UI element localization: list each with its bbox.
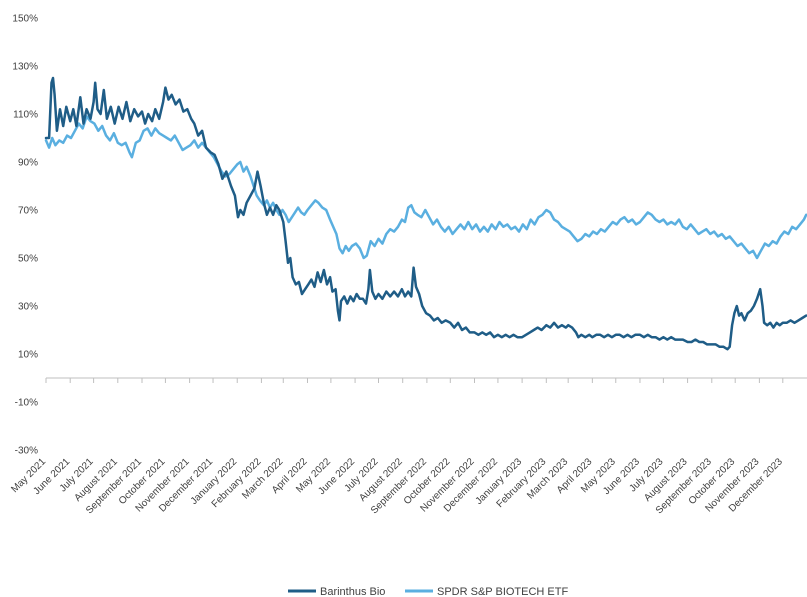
y-tick-label: 130% [12,62,38,73]
y-tick-label: 50% [18,254,38,265]
y-tick-label: 30% [18,302,38,313]
y-tick-label: 70% [18,206,38,217]
y-tick-label: 10% [18,350,38,361]
legend-label: SPDR S&P BIOTECH ETF [437,586,568,597]
y-tick-label: 110% [13,110,38,121]
legend: Barinthus Bio SPDR S&P BIOTECH ETF [288,586,568,597]
legend-label: Barinthus Bio [320,586,385,597]
y-axis-tick-labels: -30% -10% 10% 30% 50% 70% 90% 110% 130% 150% [12,14,38,457]
series-line-barinthus-bio [44,76,807,351]
y-tick-label: -30% [15,446,38,457]
y-tick-label: 150% [12,14,38,25]
series-line-spdr-sp-biotech-etf [44,115,807,260]
series-lines [44,76,807,351]
x-axis-ticks [45,378,784,383]
y-tick-label: 90% [18,158,38,169]
y-tick-label: -10% [15,398,38,409]
